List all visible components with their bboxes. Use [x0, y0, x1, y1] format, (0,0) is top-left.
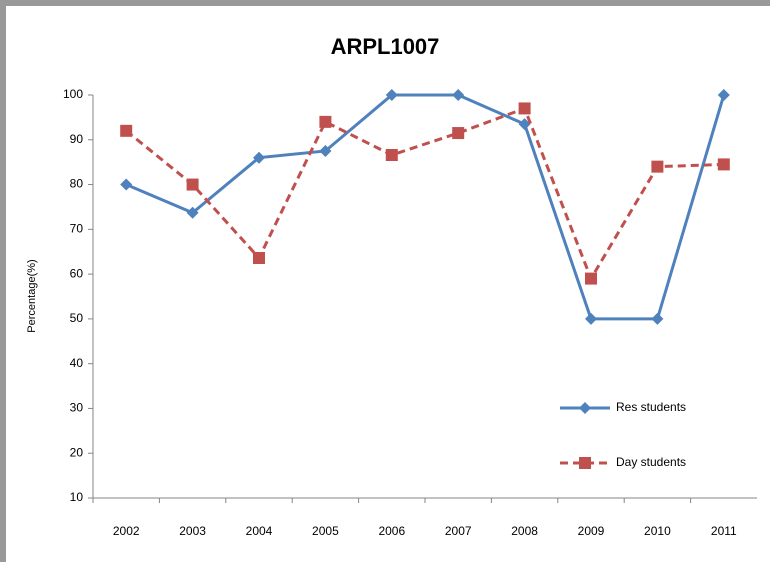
point-marker	[585, 272, 597, 285]
series-line	[125, 106, 724, 282]
point-marker	[253, 151, 265, 164]
point-marker	[385, 149, 398, 162]
y-tick-label: 40	[70, 356, 84, 370]
y-axis-label: Percentage(%)	[26, 259, 38, 332]
point-marker	[452, 127, 465, 140]
y-tick-label: 70	[70, 222, 84, 236]
point-marker	[120, 178, 133, 191]
point-marker	[120, 124, 133, 137]
x-tick-label: 2011	[711, 524, 737, 538]
x-tick-label: 2009	[578, 524, 605, 538]
point-marker	[452, 89, 465, 101]
point-marker	[186, 178, 199, 191]
chart-title: ARPL1007	[331, 34, 440, 59]
y-tick-label: 60	[70, 266, 84, 280]
point-marker	[717, 89, 730, 101]
x-tick-label: 2003	[179, 524, 206, 538]
x-tick-label: 2002	[113, 524, 140, 538]
y-tick-label: 80	[70, 177, 84, 191]
point-marker	[319, 115, 332, 128]
point-marker	[319, 144, 332, 157]
legend-marker	[579, 457, 591, 469]
point-marker	[585, 312, 597, 325]
point-marker	[651, 160, 664, 173]
legend-label: Res students	[616, 400, 686, 414]
x-tick-label: 2008	[511, 524, 538, 538]
x-tick-label: 2006	[378, 524, 405, 538]
y-tick-label: 90	[70, 132, 84, 146]
point-marker	[518, 102, 531, 115]
y-tick-label: 100	[63, 87, 83, 101]
series-line	[125, 93, 726, 321]
x-tick-label: 2010	[644, 524, 671, 538]
y-tick-label: 30	[70, 401, 84, 415]
x-tick-label: 2005	[312, 524, 339, 538]
point-marker	[385, 89, 398, 101]
y-tick-label: 10	[70, 490, 84, 504]
x-tick-label: 2004	[246, 524, 273, 538]
point-marker	[186, 206, 199, 219]
y-tick-label: 20	[70, 445, 84, 459]
legend-marker	[579, 402, 591, 414]
point-marker	[651, 312, 664, 325]
x-tick-label: 2007	[445, 524, 472, 538]
point-marker	[717, 158, 730, 171]
point-marker	[253, 251, 265, 264]
legend-label: Day students	[616, 455, 686, 469]
point-marker	[518, 118, 531, 131]
y-tick-label: 50	[70, 311, 84, 325]
